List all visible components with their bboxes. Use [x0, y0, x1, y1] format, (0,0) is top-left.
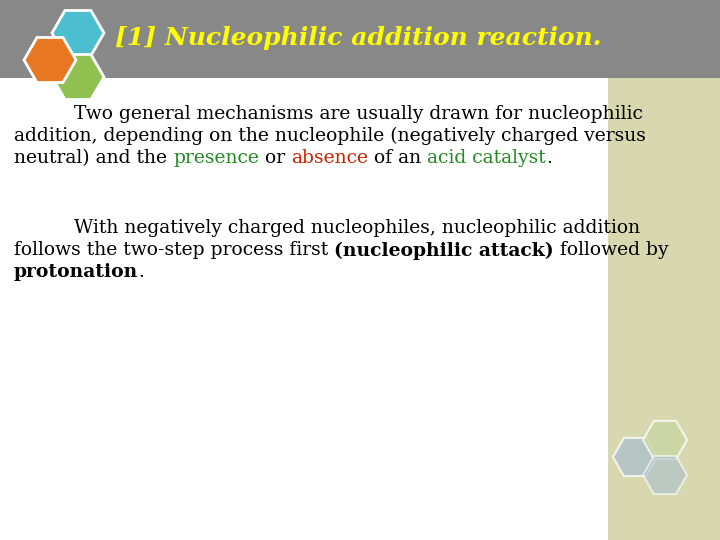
Text: of an: of an	[368, 149, 427, 167]
Text: [1] Nucleophilic addition reaction.: [1] Nucleophilic addition reaction.	[115, 26, 601, 50]
Text: follows the two-step process first: follows the two-step process first	[14, 241, 334, 259]
Text: presence: presence	[173, 149, 259, 167]
Text: neutral) and the: neutral) and the	[14, 149, 173, 167]
Polygon shape	[52, 55, 104, 99]
Text: Two general mechanisms are usually drawn for nucleophilic: Two general mechanisms are usually drawn…	[74, 105, 643, 123]
Bar	[0, 0, 720, 78]
Polygon shape	[643, 456, 687, 494]
Text: or: or	[259, 149, 291, 167]
Polygon shape	[24, 37, 76, 83]
Polygon shape	[613, 438, 657, 476]
Polygon shape	[643, 421, 687, 459]
Text: acid catalyst: acid catalyst	[427, 149, 546, 167]
Text: protonation: protonation	[14, 264, 138, 281]
Text: (nucleophilic attack): (nucleophilic attack)	[334, 241, 554, 260]
Text: absence: absence	[291, 149, 368, 167]
Text: .: .	[546, 149, 552, 167]
Text: addition, depending on the nucleophile (negatively charged versus: addition, depending on the nucleophile (…	[14, 127, 646, 145]
Text: followed by: followed by	[554, 241, 668, 259]
Text: .: .	[138, 264, 144, 281]
Text: With negatively charged nucleophiles, nucleophilic addition: With negatively charged nucleophiles, nu…	[74, 219, 640, 238]
Polygon shape	[52, 10, 104, 56]
Bar	[608, 0, 720, 540]
